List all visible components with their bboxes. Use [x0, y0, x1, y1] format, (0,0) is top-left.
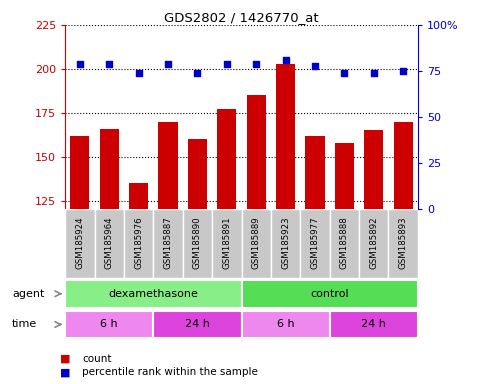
Text: 24 h: 24 h: [361, 319, 386, 329]
Bar: [99, 129, 119, 209]
Bar: [300, 209, 329, 278]
Text: 6 h: 6 h: [100, 319, 118, 329]
Point: [282, 57, 289, 63]
Text: GSM185924: GSM185924: [75, 216, 85, 269]
Point: [252, 61, 260, 67]
Bar: [305, 136, 325, 209]
Text: GSM185893: GSM185893: [398, 216, 408, 269]
Bar: [65, 311, 154, 338]
Point: [341, 70, 348, 76]
Bar: [359, 209, 388, 278]
Text: GSM185892: GSM185892: [369, 216, 378, 269]
Bar: [242, 311, 330, 338]
Text: agent: agent: [12, 289, 44, 299]
Text: ■: ■: [60, 367, 71, 377]
Text: GSM185976: GSM185976: [134, 216, 143, 269]
Text: ■: ■: [60, 354, 71, 364]
Bar: [271, 209, 300, 278]
Bar: [335, 142, 354, 209]
Bar: [124, 209, 154, 278]
Bar: [95, 209, 124, 278]
Point: [135, 70, 142, 76]
Point: [194, 70, 201, 76]
Text: GSM185891: GSM185891: [222, 216, 231, 269]
Text: count: count: [82, 354, 112, 364]
Bar: [388, 209, 418, 278]
Bar: [65, 209, 95, 278]
Bar: [65, 280, 242, 308]
Bar: [217, 109, 236, 209]
Text: time: time: [12, 319, 37, 329]
Text: dexamethasone: dexamethasone: [108, 289, 199, 299]
Text: GSM185964: GSM185964: [105, 216, 114, 269]
Bar: [188, 139, 207, 209]
Text: GSM185887: GSM185887: [164, 216, 172, 269]
Title: GDS2802 / 1426770_at: GDS2802 / 1426770_at: [164, 11, 319, 24]
Bar: [242, 280, 418, 308]
Text: GSM185889: GSM185889: [252, 216, 261, 269]
Point: [105, 61, 113, 67]
Point: [223, 61, 231, 67]
Bar: [242, 209, 271, 278]
Bar: [329, 209, 359, 278]
Bar: [71, 136, 89, 209]
Point: [370, 70, 378, 76]
Bar: [247, 95, 266, 209]
Bar: [129, 183, 148, 209]
Bar: [158, 121, 178, 209]
Bar: [154, 311, 242, 338]
Text: GSM185923: GSM185923: [281, 216, 290, 269]
Bar: [183, 209, 212, 278]
Text: GSM185888: GSM185888: [340, 216, 349, 269]
Bar: [212, 209, 242, 278]
Bar: [276, 64, 295, 209]
Text: 24 h: 24 h: [185, 319, 210, 329]
Text: GSM185890: GSM185890: [193, 216, 202, 269]
Text: GSM185977: GSM185977: [311, 216, 319, 269]
Point: [76, 61, 84, 67]
Bar: [364, 130, 384, 209]
Bar: [154, 209, 183, 278]
Point: [164, 61, 172, 67]
Text: 6 h: 6 h: [277, 319, 294, 329]
Bar: [329, 311, 418, 338]
Text: percentile rank within the sample: percentile rank within the sample: [82, 367, 258, 377]
Point: [399, 68, 407, 74]
Bar: [394, 121, 412, 209]
Text: control: control: [311, 289, 349, 299]
Point: [311, 63, 319, 69]
